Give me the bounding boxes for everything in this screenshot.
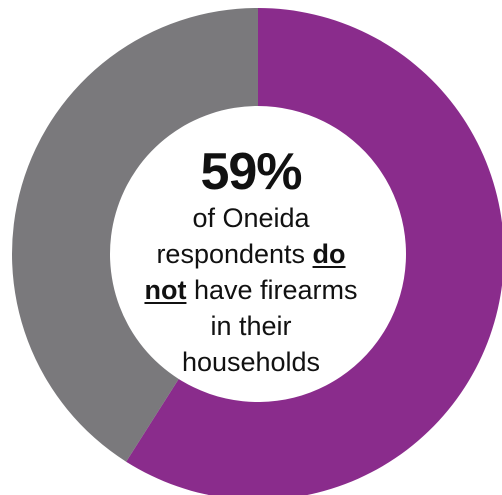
desc-line-2: respondents do — [0, 236, 502, 272]
donut-slice-0 — [126, 8, 502, 495]
desc-line-5: households — [181, 347, 321, 377]
desc-line-4: in their — [210, 311, 292, 341]
center-percent: 59% — [200, 143, 302, 201]
emphasis-do: do — [312, 239, 346, 269]
center-description: of Oneida respondents do not have firear… — [0, 200, 502, 380]
desc-line-3: not have firearms — [0, 272, 502, 308]
donut-slice-1 — [12, 8, 259, 462]
emphasis-not: not — [144, 275, 187, 305]
desc-line-1: of Oneida — [192, 203, 310, 233]
desc-line-2-text: respondents — [156, 239, 313, 269]
desc-line-3-text: have firearms — [186, 275, 358, 305]
